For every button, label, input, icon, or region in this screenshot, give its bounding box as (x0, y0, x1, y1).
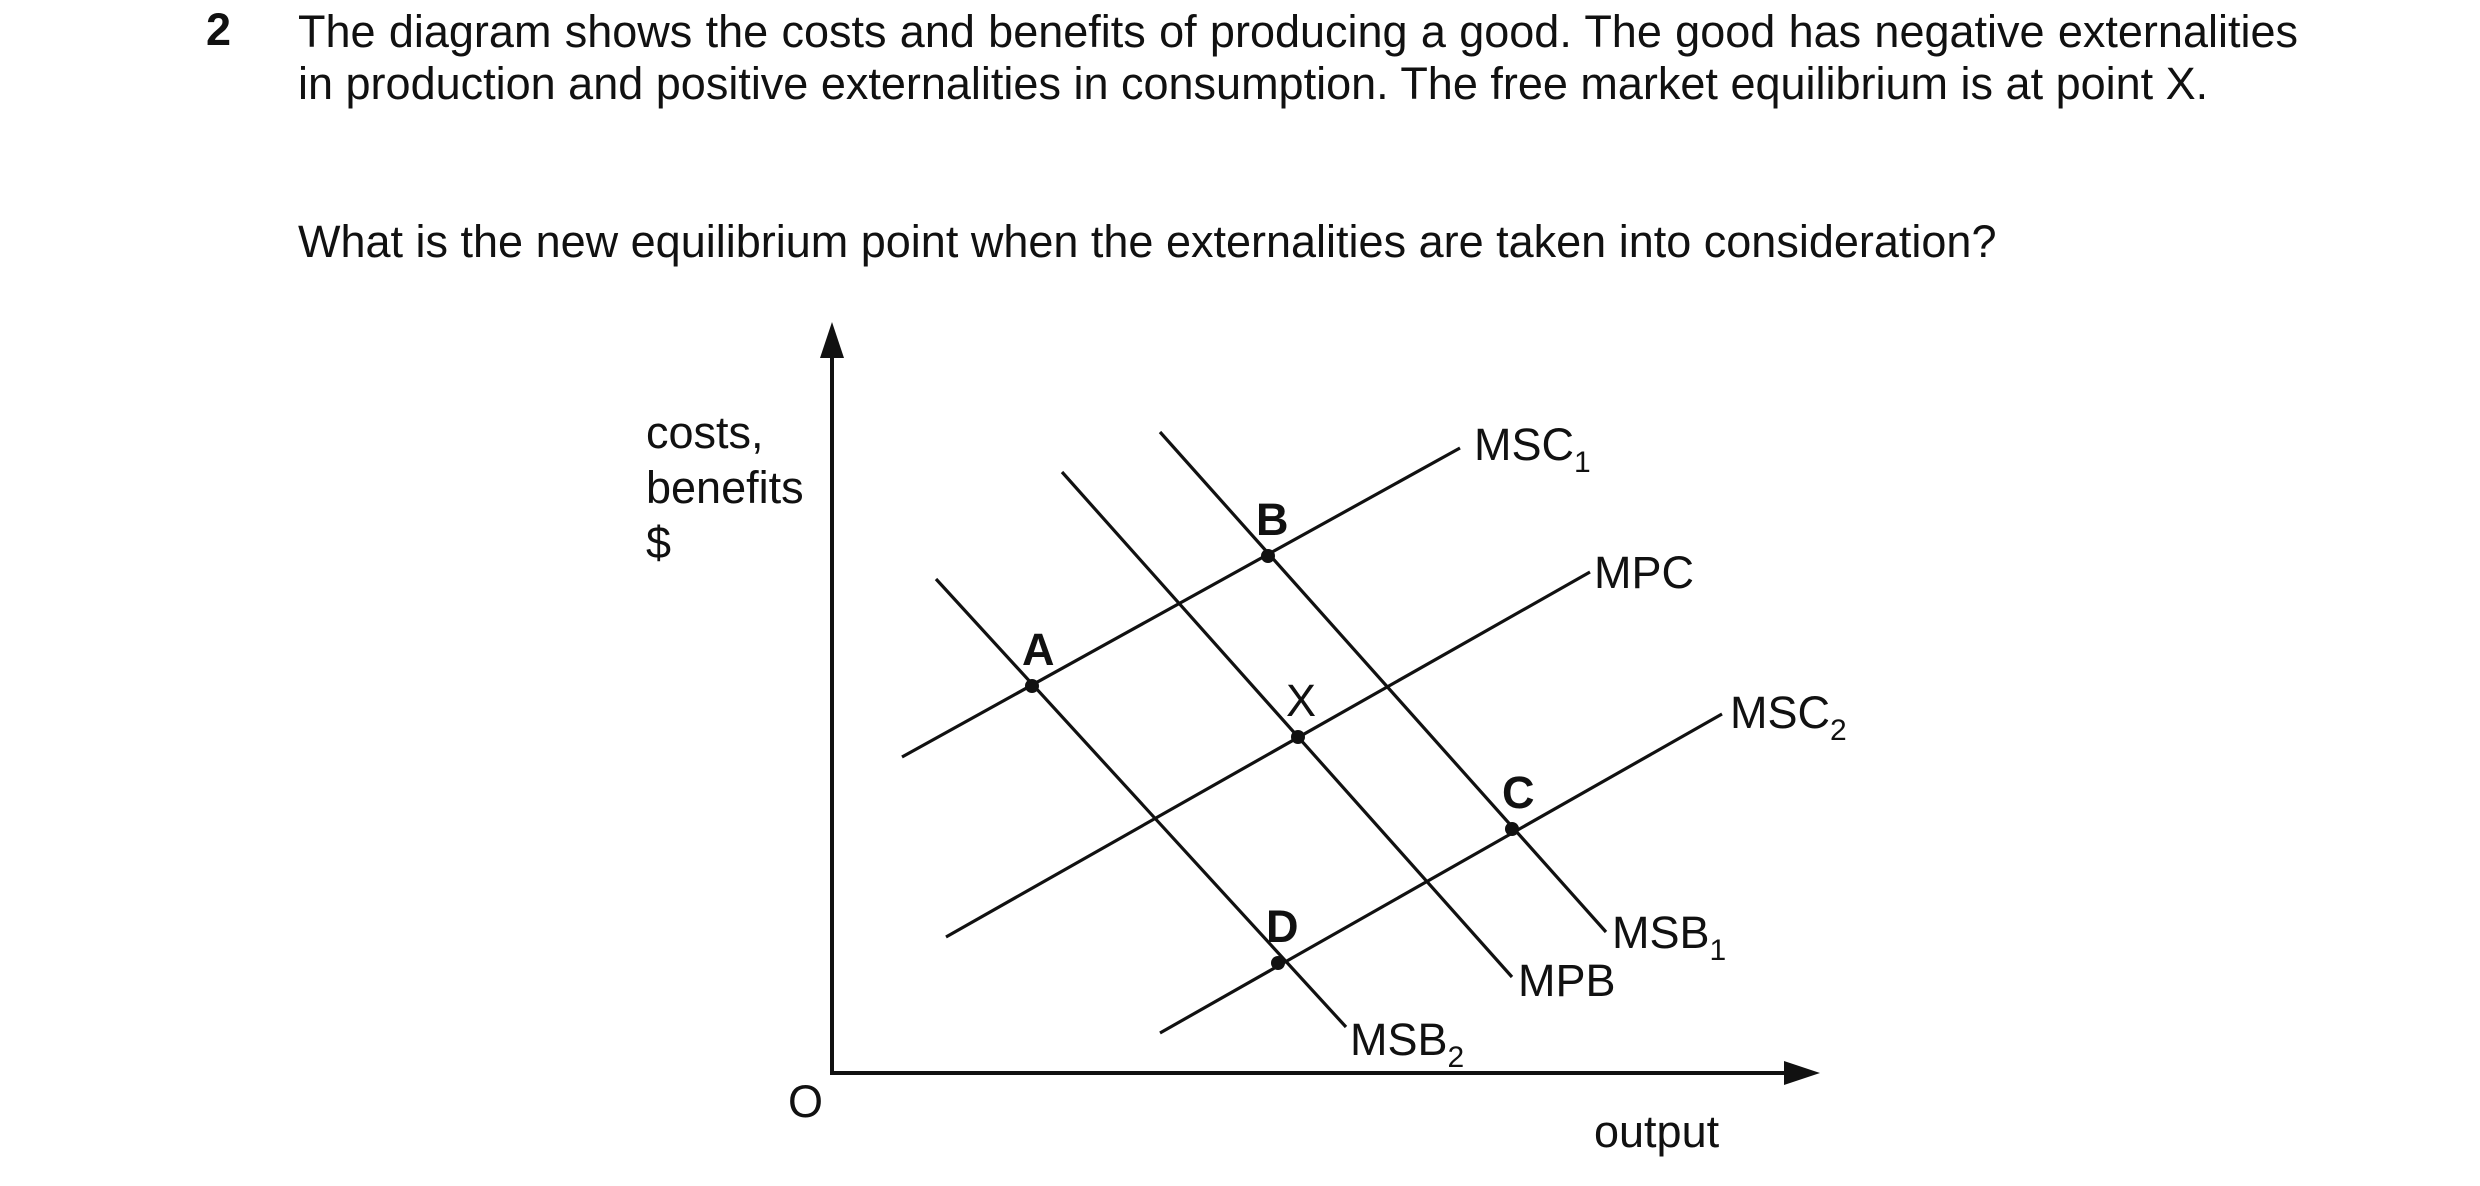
point-b-dot (1261, 549, 1275, 563)
x-axis-label: output (1594, 1106, 1720, 1157)
origin-label: O (788, 1076, 823, 1127)
point-x-label: X (1286, 675, 1316, 726)
msc2-curve (1159, 712, 1723, 1035)
question-number: 2 (206, 4, 232, 55)
y-axis-label-line-2: benefits (646, 462, 804, 513)
x-axis-arrow (1784, 1061, 1820, 1085)
mpc-curve (945, 570, 1591, 939)
y-axis-arrow (820, 322, 844, 358)
point-d-dot (1271, 956, 1285, 970)
msb2-label: MSB2 (1350, 1014, 1464, 1074)
point-a-label: A (1022, 624, 1055, 675)
point-c-dot (1505, 822, 1519, 836)
msb1-curve (1158, 430, 1608, 934)
point-c-label: C (1502, 767, 1535, 818)
msb1-label: MSB1 (1612, 907, 1726, 967)
y-axis-label-line-1: costs, (646, 407, 764, 458)
question-prompt: What is the new equilibrium point when t… (298, 216, 1997, 267)
point-d-label: D (1266, 901, 1299, 952)
question-text: The diagram shows the costs and benefits… (298, 6, 2298, 109)
point-a-dot (1025, 679, 1039, 693)
point-x-dot (1291, 730, 1305, 744)
point-b-label: B (1256, 494, 1289, 545)
mpb-curve (1060, 470, 1514, 979)
msb2-curve (934, 577, 1348, 1029)
msc1-curve (901, 446, 1461, 759)
msc1-label: MSC1 (1474, 419, 1591, 479)
y-axis-label-line-3: $ (646, 517, 671, 568)
mpc-label: MPC (1594, 547, 1694, 598)
msc2-label: MSC2 (1730, 687, 1847, 747)
mpb-label: MPB (1518, 955, 1616, 1006)
